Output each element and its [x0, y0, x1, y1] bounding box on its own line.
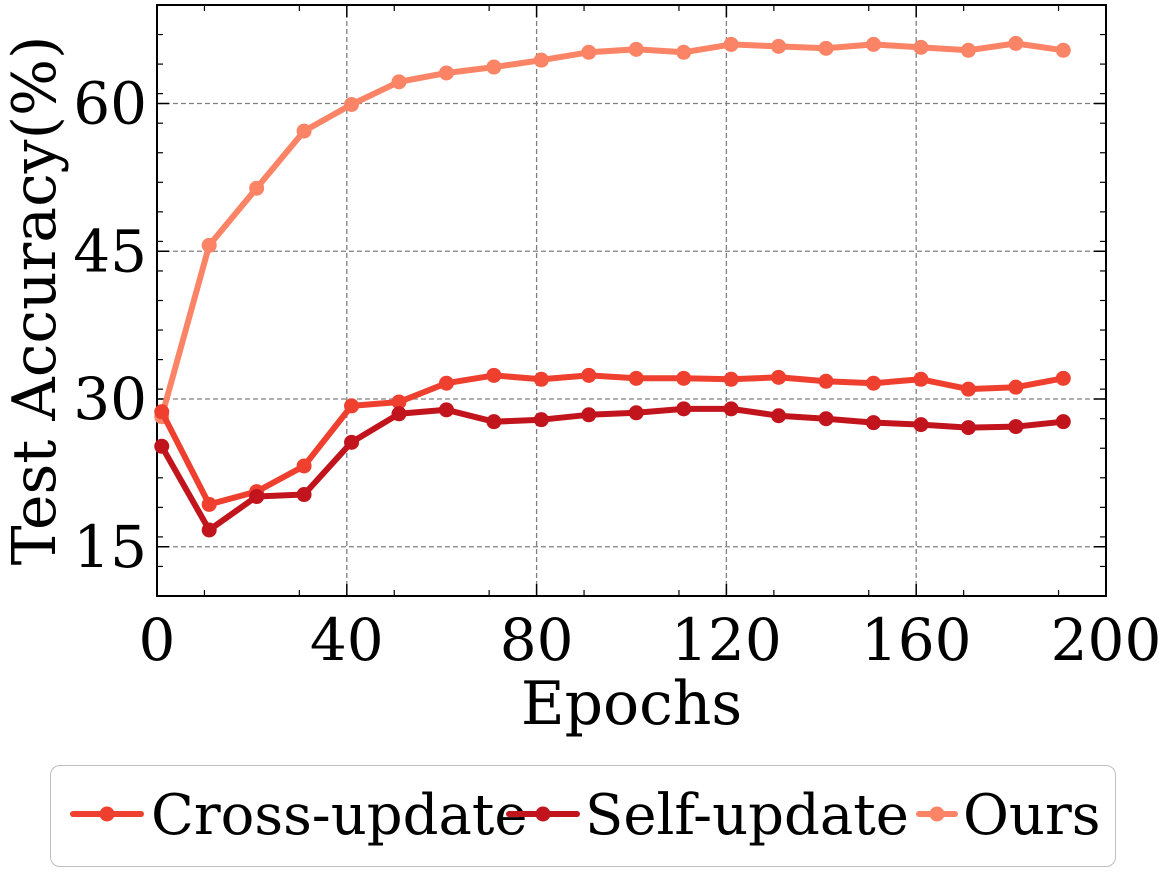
data-point-cross-update	[913, 371, 929, 387]
data-point-self-update	[438, 402, 454, 418]
data-point-self-update	[249, 489, 265, 505]
y-tick-label: 15	[73, 513, 147, 581]
data-point-self-update	[960, 420, 976, 436]
data-point-cross-update	[533, 371, 549, 387]
y-tick-label: 60	[73, 70, 147, 138]
x-tick-label: 160	[861, 606, 972, 674]
data-point-self-update	[1055, 414, 1071, 430]
plot-frame	[156, 4, 1107, 597]
data-point-cross-update	[865, 375, 881, 391]
legend-svg: Cross-update Self-update Ours	[70, 783, 1100, 848]
data-point-cross-update	[771, 369, 787, 385]
series-layer	[154, 35, 1071, 538]
data-point-ours	[628, 41, 644, 57]
tick-layer: 0 40 80 120 160 200 15 30 45 60	[73, 5, 1161, 674]
data-point-self-update	[818, 411, 834, 427]
x-tick-label: 120	[671, 606, 782, 674]
label-layer: Epochs Test Accuracy(%)	[0, 36, 742, 739]
data-point-ours	[771, 38, 787, 54]
data-point-cross-update	[960, 381, 976, 397]
data-point-ours	[344, 96, 360, 112]
data-point-self-update	[154, 438, 170, 454]
data-point-ours	[913, 39, 929, 55]
grid-layer	[157, 5, 1106, 596]
data-point-ours	[676, 44, 692, 60]
x-tick-label: 200	[1051, 606, 1161, 674]
data-point-ours	[723, 36, 739, 52]
data-point-self-update	[201, 522, 217, 538]
data-point-cross-update	[201, 496, 217, 512]
data-point-cross-update	[438, 375, 454, 391]
y-axis-label: Test Accuracy(%)	[0, 36, 70, 566]
legend-marker-cross-update	[99, 806, 115, 822]
data-point-self-update	[344, 434, 360, 450]
data-point-cross-update	[1008, 379, 1024, 395]
data-point-ours	[1008, 35, 1024, 51]
data-point-self-update	[913, 417, 929, 433]
data-point-ours	[865, 36, 881, 52]
data-point-cross-update	[344, 398, 360, 414]
x-tick-label: 0	[139, 606, 176, 674]
data-point-self-update	[1008, 419, 1024, 435]
data-point-ours	[960, 42, 976, 58]
data-point-self-update	[676, 401, 692, 417]
data-point-ours	[438, 65, 454, 81]
legend: Cross-update Self-update Ours	[50, 765, 1116, 867]
data-point-ours	[201, 237, 217, 253]
data-point-self-update	[296, 487, 312, 503]
series-line-ours	[158, 40, 1067, 420]
legend-label-cross-update: Cross-update	[151, 783, 528, 848]
line-chart: 0 40 80 120 160 200 15 30 45 60 Epochs Test Accur…	[0, 4, 1161, 739]
y-tick-label: 30	[73, 365, 147, 433]
legend-label-self-update: Self-update	[585, 783, 909, 848]
data-point-ours	[581, 44, 597, 60]
data-point-cross-update	[391, 394, 407, 410]
data-point-ours	[391, 74, 407, 90]
data-point-self-update	[865, 415, 881, 431]
data-point-ours	[486, 59, 502, 75]
data-point-cross-update	[818, 373, 834, 389]
data-point-cross-update	[581, 367, 597, 383]
x-tick-label: 80	[500, 606, 574, 674]
data-point-cross-update	[723, 371, 739, 387]
data-point-cross-update	[154, 404, 170, 420]
data-point-self-update	[771, 408, 787, 424]
data-point-ours	[249, 180, 265, 196]
data-point-self-update	[486, 414, 502, 430]
data-point-cross-update	[1055, 370, 1071, 386]
data-point-cross-update	[676, 370, 692, 386]
data-point-self-update	[391, 406, 407, 422]
y-tick-label: 45	[73, 217, 147, 285]
data-point-cross-update	[486, 367, 502, 383]
data-point-self-update	[581, 407, 597, 423]
data-point-cross-update	[628, 370, 644, 386]
legend-marker-ours	[929, 806, 945, 822]
data-point-cross-update	[296, 458, 312, 474]
series-line-self-update	[158, 405, 1067, 533]
legend-label-ours: Ours	[963, 783, 1100, 848]
series-line-cross-update	[158, 372, 1067, 508]
data-point-ours	[1055, 42, 1071, 58]
legend-marker-self-update	[535, 806, 551, 822]
data-point-self-update	[723, 401, 739, 417]
x-axis-label: Epochs	[521, 669, 742, 739]
data-point-self-update	[533, 412, 549, 428]
x-tick-label: 40	[310, 606, 384, 674]
data-point-ours	[533, 52, 549, 68]
data-point-ours	[818, 40, 834, 56]
data-point-self-update	[628, 405, 644, 421]
data-point-ours	[296, 123, 312, 139]
